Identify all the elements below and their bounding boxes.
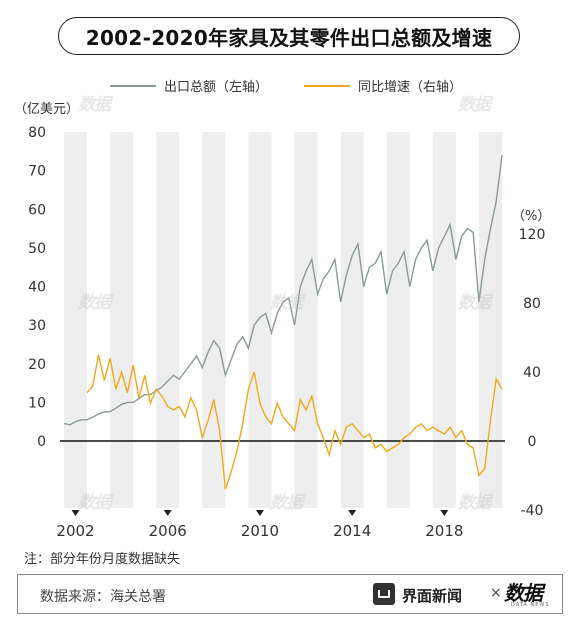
- data-source: 数据来源：海关总署: [40, 589, 166, 605]
- x-axis-tick-label: 2014: [333, 522, 371, 540]
- x-axis-tick-mark: [255, 510, 264, 516]
- series-line-yoy-growth: [86, 354, 503, 490]
- left-axis-tick-label: 70: [28, 164, 46, 180]
- legend-item-right: 同比增速（右轴）: [304, 76, 462, 95]
- watermark-logo: 数据: [270, 493, 303, 513]
- right-axis-tick-label: 80: [523, 296, 541, 312]
- left-axis-tick-label: 20: [28, 357, 46, 373]
- legend-swatch-left: [110, 84, 156, 87]
- x-axis-tick-mark: [440, 510, 449, 516]
- footer-bar: 数据来源：海关总署 界面新闻 × 数据 DATA NEWS: [17, 574, 563, 614]
- left-axis-unit: （亿美元）: [14, 102, 79, 117]
- right-axis-tick-label: 120: [519, 227, 546, 243]
- left-axis-tick-label: 30: [28, 318, 46, 334]
- watermark-logo: 数据: [78, 293, 111, 313]
- watermark-logo: 数据: [270, 293, 303, 313]
- left-axis-tick-label: 80: [28, 125, 46, 141]
- legend-item-left: 出口总额（左轴）: [110, 76, 268, 95]
- right-axis-tick-label: -40: [521, 503, 544, 519]
- legend: 出口总额（左轴） 同比增速（右轴）: [0, 76, 580, 96]
- x-axis-tick-label: 2010: [241, 522, 279, 540]
- left-axis-tick-label: 40: [28, 280, 46, 296]
- legend-swatch-right: [304, 84, 350, 87]
- x-axis-tick-label: 2006: [149, 522, 187, 540]
- year-stripe: [156, 132, 180, 508]
- year-stripe: [340, 132, 364, 508]
- x-axis-tick-mark: [163, 510, 172, 516]
- right-axis-tick-label: 40: [523, 365, 541, 381]
- brand-name: 界面新闻: [402, 587, 463, 605]
- x-axis-tick-label: 2018: [425, 522, 463, 540]
- left-axis-tick-label: 60: [28, 202, 46, 218]
- year-stripe: [202, 132, 226, 508]
- jiemian-logo-icon: [373, 583, 395, 605]
- left-axis-tick-label: 50: [28, 241, 46, 257]
- x-axis-ticks: 2002 2006 2010 2014 2018: [56, 510, 463, 540]
- x-axis-tick-label: 2002: [56, 522, 94, 540]
- left-axis-ticks: 0 10 20 30 40 50 60 70 80: [28, 125, 46, 450]
- right-axis-unit: （%）: [512, 209, 550, 224]
- watermark-logo: 数据: [78, 493, 111, 513]
- data-news-logo: 数据: [504, 581, 543, 605]
- year-stripe: [110, 132, 134, 508]
- year-stripe: [248, 132, 272, 508]
- legend-label-right: 同比增速（右轴）: [358, 80, 463, 95]
- x-axis-tick-mark: [348, 510, 357, 516]
- year-stripes: [64, 132, 502, 508]
- year-stripe: [64, 132, 88, 508]
- x-axis-tick-mark: [71, 510, 80, 516]
- watermark-logo: 数据: [458, 293, 491, 313]
- watermark-logo: 数据: [78, 95, 111, 115]
- year-stripe: [478, 132, 502, 508]
- left-axis-tick-label: 0: [37, 434, 46, 450]
- watermark-logo: 数据: [458, 493, 491, 513]
- times-sign: ×: [490, 585, 502, 601]
- chart-title: 2002-2020年家具及其零件出口总额及增速: [85, 25, 493, 50]
- watermark-logo: 数据: [458, 95, 491, 115]
- right-axis-tick-label: 0: [528, 434, 537, 450]
- data-news-logo-sub: DATA NEWS: [511, 602, 550, 608]
- year-stripe: [294, 132, 318, 508]
- series-line-export-total: [63, 155, 503, 426]
- footnote: 注：部分年份月度数据缺失: [24, 552, 181, 567]
- year-stripe: [432, 132, 456, 508]
- right-axis-ticks: -40 0 40 80 120: [519, 227, 546, 519]
- legend-label-left: 出口总额（左轴）: [164, 80, 269, 95]
- year-stripe: [386, 132, 410, 508]
- left-axis-tick-label: 10: [28, 395, 46, 411]
